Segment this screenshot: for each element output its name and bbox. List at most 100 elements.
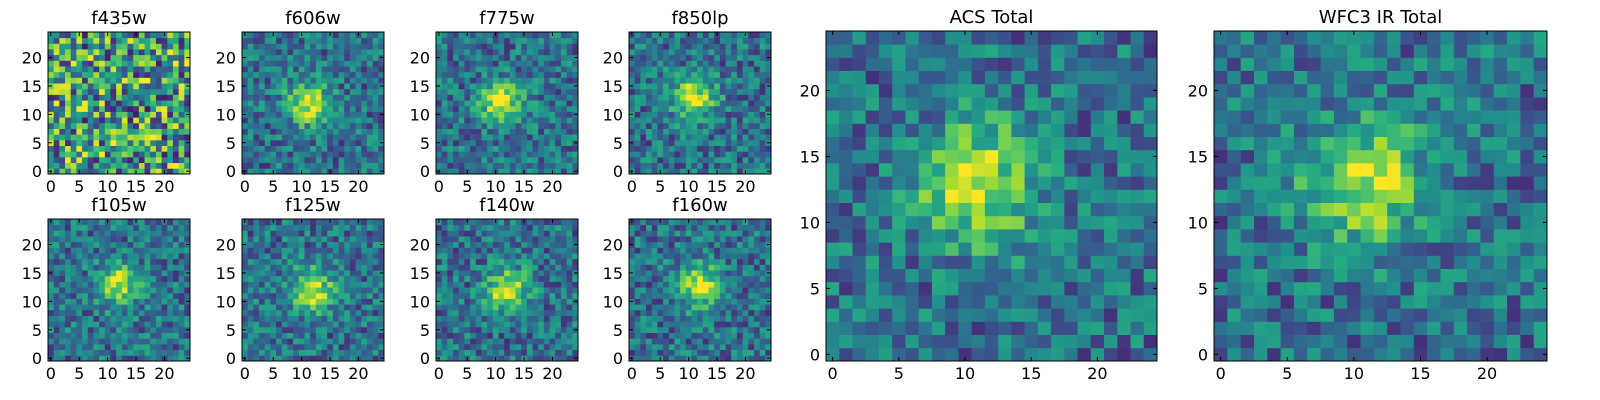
heatmap-cell	[70, 309, 77, 316]
heatmap-cell	[99, 241, 106, 248]
heatmap-cell	[549, 134, 556, 141]
heatmap-cell	[509, 71, 516, 78]
heatmap-cell	[492, 83, 499, 90]
heatmap-cell	[355, 338, 362, 345]
heatmap-cell	[378, 88, 385, 95]
heatmap-cell	[264, 43, 271, 50]
heatmap-cell	[504, 258, 511, 265]
heatmap-cell	[663, 355, 670, 362]
heatmap-cell	[133, 315, 140, 322]
heatmap-cell	[366, 83, 374, 90]
heatmap-cell	[487, 241, 494, 248]
heatmap-cell	[680, 355, 687, 362]
heatmap-cell	[133, 66, 140, 73]
heatmap-cell	[361, 49, 368, 56]
heatmap-cell	[504, 94, 511, 101]
heatmap-cell	[538, 88, 545, 95]
heatmap-cell	[372, 219, 379, 226]
heatmap-cell	[572, 77, 579, 84]
heatmap-cell	[253, 270, 260, 277]
heatmap-cell	[646, 139, 653, 146]
heatmap-cell	[172, 241, 180, 248]
heatmap-cell	[509, 37, 516, 44]
heatmap-cell	[458, 321, 465, 328]
heatmap-cell	[93, 37, 100, 44]
heatmap-cell	[321, 151, 328, 158]
heatmap-cell	[298, 236, 305, 243]
heatmap-cell	[253, 236, 260, 243]
heatmap-cell	[475, 343, 482, 351]
heatmap-cell	[629, 37, 636, 44]
heatmap-cell	[526, 326, 533, 333]
heatmap-cell	[315, 151, 322, 158]
heatmap-cell	[315, 88, 322, 95]
heatmap-cell	[144, 230, 151, 237]
heatmap-cell	[470, 355, 477, 362]
heatmap-cell	[87, 111, 94, 118]
heatmap-cell	[281, 326, 288, 333]
heatmap-cell	[332, 66, 339, 73]
heatmap-cell	[453, 111, 460, 118]
heatmap-cell	[646, 338, 653, 345]
heatmap-cell	[651, 292, 658, 299]
heatmap-cell	[87, 309, 94, 316]
heatmap-cell	[93, 236, 100, 243]
heatmap-cell	[555, 117, 562, 124]
y-tick-label: 5	[32, 134, 42, 153]
heatmap-cell	[327, 134, 334, 141]
heatmap-cell	[731, 343, 738, 351]
heatmap-cell	[298, 264, 305, 271]
heatmap-cell	[691, 117, 698, 124]
heatmap-cell	[697, 32, 704, 39]
heatmap-cell	[184, 349, 191, 356]
heatmap-cell	[161, 111, 168, 118]
heatmap-cell	[167, 247, 174, 254]
heatmap-cell	[144, 326, 151, 333]
heatmap-cell	[691, 134, 698, 141]
heatmap-cell	[270, 156, 277, 164]
heatmap-cell	[144, 315, 151, 322]
heatmap-cell	[121, 77, 128, 84]
heatmap-cell	[253, 43, 260, 50]
heatmap-cell	[441, 292, 448, 299]
heatmap-cell	[276, 32, 283, 39]
heatmap-cell	[259, 264, 266, 271]
heatmap-cell	[361, 54, 368, 61]
heatmap-cell	[697, 281, 704, 288]
heatmap-cell	[663, 100, 670, 107]
heatmap-cell	[53, 134, 60, 141]
heatmap-cell	[634, 105, 641, 112]
heatmap-cell	[293, 49, 300, 56]
heatmap-cell	[436, 338, 443, 345]
heatmap-cell	[161, 43, 168, 50]
heatmap-cell	[127, 258, 134, 265]
heatmap-cell	[127, 77, 134, 84]
heatmap-cell	[697, 304, 704, 311]
heatmap-cell	[532, 304, 539, 311]
heatmap-cell	[293, 168, 300, 175]
heatmap-cell	[242, 275, 249, 282]
heatmap-cell	[521, 258, 528, 265]
heatmap-cell	[532, 54, 539, 61]
heatmap-cell	[543, 315, 550, 322]
heatmap-cell	[242, 247, 249, 254]
heatmap-cell	[310, 105, 317, 112]
heatmap-cell	[481, 83, 488, 90]
heatmap-cell	[281, 304, 288, 311]
heatmap-cell	[663, 128, 670, 135]
heatmap-cell	[178, 321, 185, 328]
heatmap-cell	[70, 230, 77, 237]
heatmap-cell	[748, 281, 755, 288]
heatmap-cell	[464, 298, 471, 305]
heatmap-cell	[691, 304, 698, 311]
heatmap-cell	[293, 122, 300, 129]
heatmap-cell	[70, 321, 77, 328]
heatmap-cell	[59, 355, 66, 362]
heatmap-cell	[629, 145, 636, 152]
heatmap-cell	[719, 134, 726, 141]
heatmap-cell	[372, 151, 379, 158]
heatmap-cell	[87, 128, 94, 135]
heatmap-cell	[697, 77, 704, 84]
heatmap-cell	[270, 258, 277, 265]
heatmap-cell	[321, 168, 328, 175]
